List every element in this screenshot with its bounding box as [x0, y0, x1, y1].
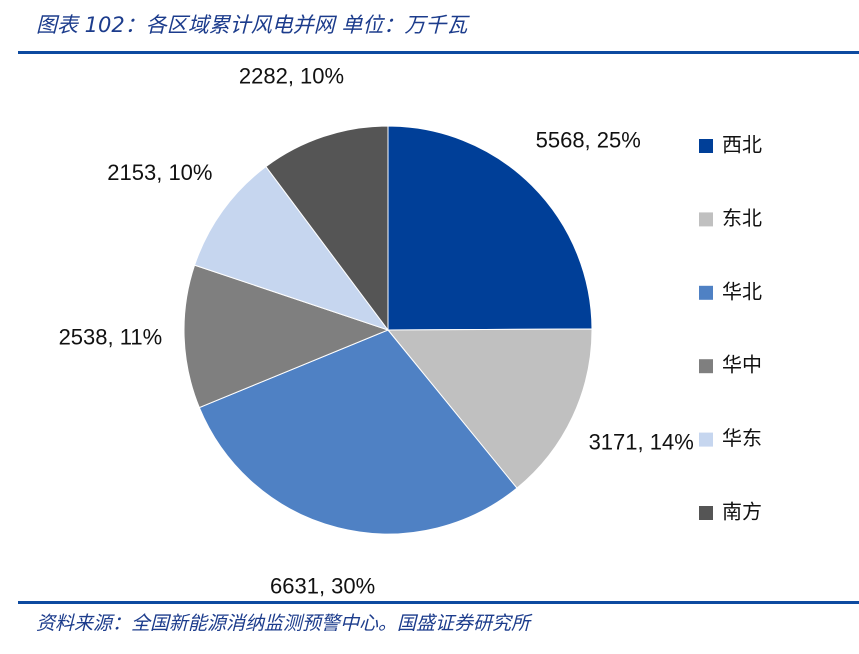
- title-rule: [18, 51, 859, 54]
- data-label: 2282, 10%: [239, 63, 344, 88]
- data-label: 3171, 14%: [589, 429, 694, 454]
- legend-swatch: [699, 139, 713, 153]
- legend-swatch: [699, 506, 713, 520]
- source-rule: [18, 601, 859, 604]
- legend-label: 东北: [722, 206, 762, 230]
- legend-label: 南方: [722, 500, 762, 524]
- pie-slice: [193, 165, 390, 331]
- chart-title: 图表 102：各区域累计风电并网 单位：万千瓦: [36, 13, 470, 37]
- source-note: 资料来源：全国新能源消纳监测预警中心。国盛证券研究所: [36, 613, 533, 635]
- data-label: 5568, 25%: [536, 127, 641, 152]
- legend-swatch: [699, 212, 713, 227]
- data-label: 2538, 11%: [59, 325, 163, 350]
- legend-label: 华北: [722, 279, 762, 303]
- legend-swatch: [699, 432, 713, 447]
- pie-slice: [183, 264, 390, 409]
- pie-slice: [386, 328, 593, 489]
- legend-label: 西北: [722, 133, 762, 157]
- pie-slice: [265, 125, 389, 332]
- data-label: 6631, 30%: [270, 574, 375, 599]
- pie-slice: [387, 125, 593, 331]
- legend-label: 华东: [722, 426, 762, 450]
- data-label: 2153, 10%: [107, 160, 212, 185]
- legend-label: 华中: [722, 353, 762, 377]
- pie-slice: [198, 329, 518, 535]
- legend-swatch: [699, 285, 713, 300]
- legend-swatch: [699, 359, 713, 374]
